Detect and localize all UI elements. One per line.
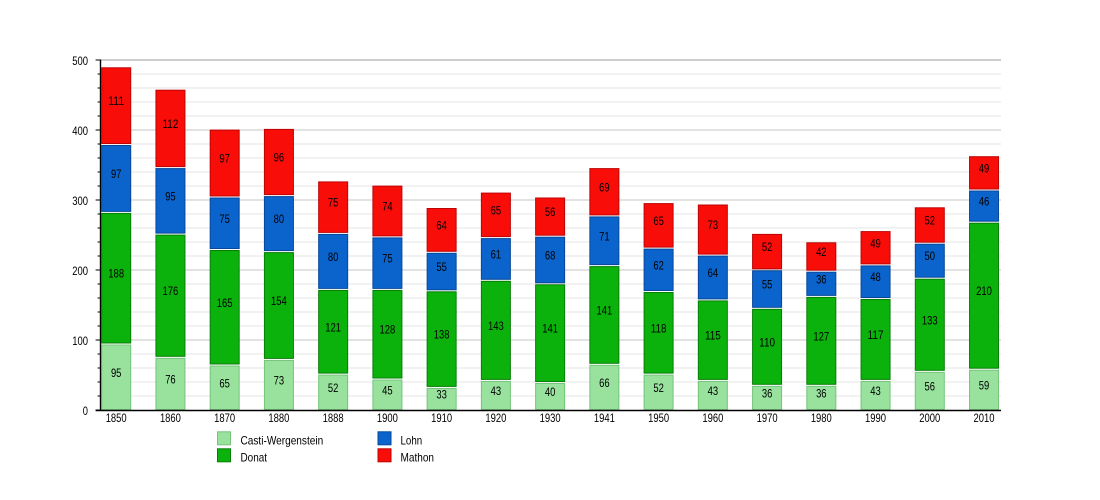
svg-text:1960: 1960 (702, 412, 723, 425)
svg-text:36: 36 (816, 387, 827, 400)
svg-text:118: 118 (651, 322, 667, 335)
svg-text:141: 141 (596, 304, 612, 317)
svg-text:46: 46 (979, 196, 990, 209)
svg-text:112: 112 (163, 118, 179, 131)
svg-text:Mathon: Mathon (401, 452, 435, 465)
svg-text:36: 36 (762, 387, 773, 400)
svg-text:210: 210 (976, 285, 992, 298)
svg-text:43: 43 (708, 385, 719, 398)
svg-text:42: 42 (816, 246, 827, 259)
svg-text:80: 80 (328, 251, 339, 264)
svg-text:56: 56 (925, 380, 936, 393)
svg-text:1920: 1920 (485, 412, 506, 425)
svg-text:59: 59 (979, 379, 990, 392)
svg-text:75: 75 (328, 197, 339, 210)
svg-text:1850: 1850 (106, 412, 127, 425)
svg-text:55: 55 (762, 279, 773, 292)
svg-text:97: 97 (219, 153, 230, 166)
svg-text:1910: 1910 (431, 412, 452, 425)
svg-text:154: 154 (271, 295, 287, 308)
svg-text:115: 115 (705, 330, 721, 343)
svg-text:55: 55 (436, 261, 447, 274)
svg-text:49: 49 (870, 237, 881, 250)
svg-text:52: 52 (653, 382, 664, 395)
svg-text:65: 65 (653, 215, 664, 228)
svg-text:Lohn: Lohn (401, 434, 423, 447)
svg-text:110: 110 (759, 336, 775, 349)
svg-text:40: 40 (545, 386, 556, 399)
svg-text:73: 73 (274, 374, 285, 387)
svg-text:1950: 1950 (648, 412, 669, 425)
svg-text:1900: 1900 (377, 412, 398, 425)
svg-text:96: 96 (274, 152, 285, 165)
svg-text:56: 56 (545, 206, 556, 219)
svg-text:95: 95 (111, 367, 122, 380)
svg-text:117: 117 (868, 329, 884, 342)
svg-text:500: 500 (72, 55, 88, 68)
svg-text:1980: 1980 (811, 412, 832, 425)
svg-text:95: 95 (165, 190, 176, 203)
svg-text:74: 74 (382, 201, 393, 214)
svg-text:36: 36 (816, 273, 827, 286)
svg-text:121: 121 (325, 321, 341, 334)
svg-text:64: 64 (708, 267, 719, 280)
svg-text:62: 62 (653, 259, 664, 272)
svg-text:1941: 1941 (594, 412, 615, 425)
svg-text:73: 73 (708, 219, 719, 232)
svg-text:176: 176 (163, 285, 179, 298)
svg-text:71: 71 (599, 230, 610, 243)
svg-text:100: 100 (72, 335, 88, 348)
svg-text:97: 97 (111, 168, 122, 181)
svg-text:1930: 1930 (540, 412, 561, 425)
svg-text:0: 0 (83, 405, 89, 418)
svg-text:69: 69 (599, 181, 610, 194)
svg-text:1990: 1990 (865, 412, 886, 425)
svg-text:65: 65 (219, 377, 230, 390)
svg-text:50: 50 (925, 250, 936, 263)
svg-text:52: 52 (762, 241, 773, 254)
svg-text:33: 33 (436, 388, 447, 401)
svg-text:43: 43 (491, 385, 502, 398)
svg-text:128: 128 (380, 324, 396, 337)
svg-text:Casti-Wergenstein: Casti-Wergenstein (241, 434, 324, 447)
svg-text:80: 80 (274, 213, 285, 226)
svg-text:76: 76 (165, 373, 176, 386)
svg-text:48: 48 (870, 271, 881, 284)
svg-text:64: 64 (436, 219, 447, 232)
svg-text:68: 68 (545, 250, 556, 263)
svg-text:52: 52 (925, 215, 936, 228)
svg-text:Donat: Donat (241, 452, 268, 465)
svg-text:133: 133 (922, 314, 938, 327)
svg-text:45: 45 (382, 384, 393, 397)
svg-text:300: 300 (72, 195, 88, 208)
svg-text:1870: 1870 (214, 412, 235, 425)
svg-text:2000: 2000 (919, 412, 940, 425)
svg-text:52: 52 (328, 382, 339, 395)
svg-text:1880: 1880 (268, 412, 289, 425)
svg-text:143: 143 (488, 320, 504, 333)
svg-text:75: 75 (219, 213, 230, 226)
svg-text:49: 49 (979, 162, 990, 175)
svg-text:111: 111 (108, 95, 124, 108)
svg-text:138: 138 (434, 329, 450, 342)
svg-text:75: 75 (382, 253, 393, 266)
svg-text:2010: 2010 (974, 412, 995, 425)
svg-text:61: 61 (491, 248, 502, 261)
svg-text:65: 65 (491, 204, 502, 217)
svg-text:127: 127 (813, 330, 829, 343)
svg-text:188: 188 (108, 268, 124, 281)
svg-text:200: 200 (72, 265, 88, 278)
svg-text:400: 400 (72, 125, 88, 138)
svg-text:1970: 1970 (757, 412, 778, 425)
svg-text:43: 43 (870, 385, 881, 398)
svg-text:1888: 1888 (323, 412, 344, 425)
svg-text:165: 165 (217, 297, 233, 310)
svg-text:1860: 1860 (160, 412, 181, 425)
svg-text:66: 66 (599, 377, 610, 390)
svg-text:141: 141 (542, 323, 558, 336)
